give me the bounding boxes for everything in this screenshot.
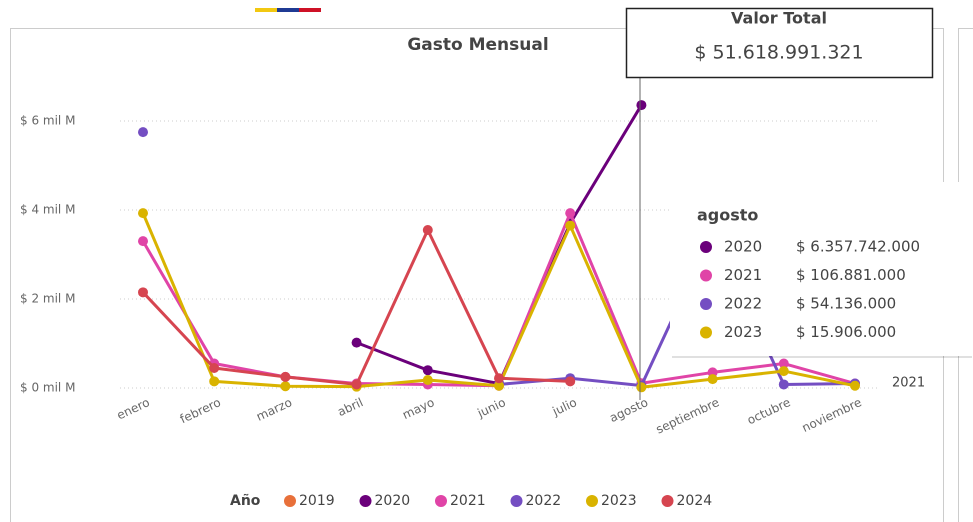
legend-label: 2024 <box>677 493 713 509</box>
tooltip-marker <box>700 241 712 253</box>
flag-stripe <box>255 8 277 12</box>
tooltip-value: $ 106.881.000 <box>796 266 906 284</box>
card-value: $ 51.618.991.321 <box>694 42 863 64</box>
tooltip-value: $ 54.136.000 <box>796 295 896 313</box>
point <box>636 100 647 111</box>
legend-label: 2020 <box>375 493 411 509</box>
flag-stripe <box>277 8 299 12</box>
point <box>351 379 362 390</box>
tooltip-year: 2021 <box>724 266 762 284</box>
card <box>625 7 934 79</box>
tooltip <box>660 182 972 356</box>
legend-marker <box>661 495 674 507</box>
point <box>422 225 433 236</box>
y-tick-label: $ 6 mil M <box>20 114 75 128</box>
tooltip-title: agosto <box>697 206 758 225</box>
flag-stripe <box>299 8 321 12</box>
point <box>280 381 291 392</box>
point <box>565 376 576 387</box>
point <box>494 380 504 391</box>
end-label: 2021 <box>892 376 925 391</box>
point <box>422 365 433 376</box>
point <box>850 380 860 391</box>
legend-title: Año <box>230 493 261 509</box>
legend-marker <box>435 495 447 507</box>
tooltip-value: $ 15.906.000 <box>796 323 896 341</box>
point <box>351 337 362 348</box>
point <box>280 371 291 382</box>
point <box>778 358 789 369</box>
point <box>707 374 718 385</box>
legend-label: 2019 <box>299 493 335 509</box>
point <box>778 366 789 377</box>
card-title: Valor Total <box>731 9 827 28</box>
point <box>209 376 220 387</box>
y-tick-label: $ 0 mil M <box>20 381 75 395</box>
overlay: Valor Total $ 51.618.991.321 agosto 2020… <box>625 7 972 358</box>
legend-marker <box>586 495 598 507</box>
point <box>565 220 576 231</box>
point <box>138 208 148 219</box>
tooltip-year: 2020 <box>724 238 762 256</box>
legend-label: 2023 <box>601 493 637 509</box>
legend-marker <box>359 495 372 507</box>
tooltip-year: 2023 <box>724 323 762 341</box>
point <box>422 374 433 385</box>
legend-marker <box>284 495 296 507</box>
legend-marker <box>510 495 523 507</box>
y-tick-label: $ 4 mil M <box>20 203 75 217</box>
tooltip-marker <box>700 326 712 339</box>
legend-label: 2021 <box>450 493 486 509</box>
y-tick-label: $ 2 mil M <box>20 292 75 306</box>
tooltip-year: 2022 <box>724 295 762 313</box>
tooltip-value: $ 6.357.742.000 <box>796 238 920 256</box>
point <box>778 379 789 390</box>
legend-label: 2022 <box>526 493 562 509</box>
point <box>494 373 504 384</box>
tooltip-marker <box>700 298 712 310</box>
point <box>138 287 148 298</box>
point <box>565 208 576 219</box>
point <box>636 382 647 393</box>
point <box>138 236 148 247</box>
point <box>138 127 148 138</box>
point <box>209 362 220 373</box>
chart-title: Gasto Mensual <box>407 35 548 55</box>
tooltip-marker <box>700 269 712 282</box>
